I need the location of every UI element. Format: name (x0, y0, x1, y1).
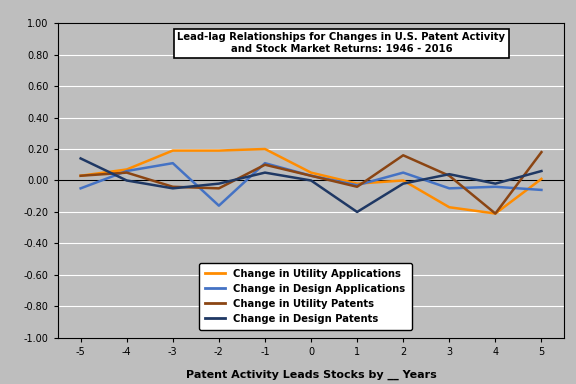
Legend: Change in Utility Applications, Change in Design Applications, Change in Utility: Change in Utility Applications, Change i… (199, 263, 412, 330)
Text: Patent Activity Leads Stocks by __ Years: Patent Activity Leads Stocks by __ Years (185, 370, 437, 380)
Text: Lead-lag Relationships for Changes in U.S. Patent Activity
and Stock Market Retu: Lead-lag Relationships for Changes in U.… (177, 33, 506, 54)
